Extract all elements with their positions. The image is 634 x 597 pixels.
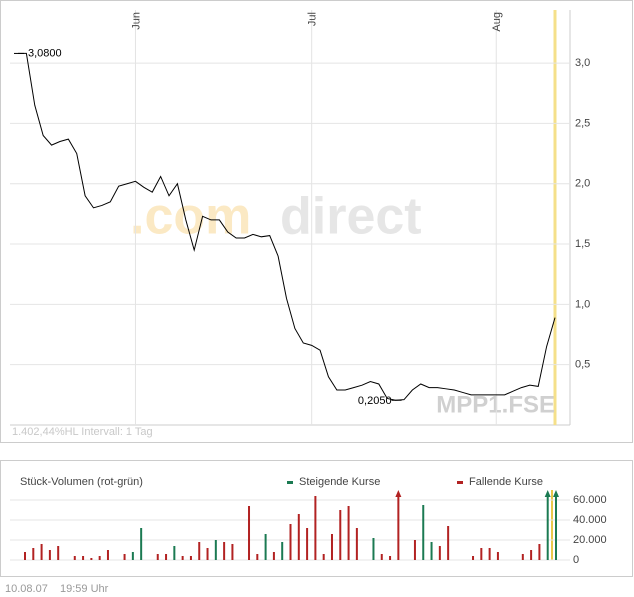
volume-bar — [372, 538, 375, 560]
volume-bar — [538, 544, 541, 560]
volume-title: Stück-Volumen (rot-grün) — [20, 476, 143, 488]
volume-bar — [131, 552, 134, 560]
volume-bar — [264, 534, 267, 560]
volume-bar — [555, 496, 557, 560]
volume-bar — [314, 496, 317, 560]
x-tick-label: Jun — [130, 12, 142, 30]
volume-bar — [530, 550, 533, 560]
y-tick-label: 1,5 — [575, 238, 590, 250]
y-tick-label: 2,0 — [575, 178, 590, 190]
volume-bar — [306, 528, 309, 560]
y-tick-label: 20.000 — [573, 534, 607, 546]
volume-bar — [24, 552, 26, 560]
volume-bar — [214, 540, 217, 560]
volume-bar — [48, 550, 51, 560]
volume-bar — [355, 528, 358, 560]
volume-bar — [297, 514, 300, 560]
volume-bar — [281, 542, 284, 560]
volume-bar — [40, 544, 43, 560]
value-label: 3,0800 — [28, 47, 62, 59]
x-tick-label: Aug — [491, 12, 503, 32]
symbol-watermark: MPP1.FSE — [436, 391, 555, 418]
volume-bar — [289, 524, 292, 560]
volume-bar — [438, 546, 441, 560]
volume-bar — [173, 546, 176, 560]
volume-panel — [0, 460, 633, 577]
volume-bar — [380, 554, 383, 560]
y-tick-label: 3,0 — [575, 57, 590, 69]
volume-bar — [181, 556, 184, 560]
volume-bar — [447, 526, 450, 560]
volume-bar — [90, 558, 93, 560]
volume-bar — [123, 554, 126, 560]
volume-bar — [339, 510, 342, 560]
volume-bar — [330, 534, 333, 560]
volume-bar — [521, 554, 524, 560]
y-tick-label: 40.000 — [573, 514, 607, 526]
footer-time: 19:59 Uhr — [60, 583, 109, 595]
volume-bar — [472, 556, 475, 560]
legend-swatch — [287, 481, 293, 484]
overflow-arrow — [553, 490, 559, 497]
overflow-arrow — [395, 490, 402, 497]
price-panel — [0, 0, 633, 443]
interval-info: 1.402,44%HL Intervall: 1 Tag — [12, 426, 153, 438]
y-tick-label: 0 — [573, 554, 579, 566]
legend-label: Fallende Kurse — [469, 476, 543, 488]
x-tick-label: Jul — [307, 12, 319, 26]
volume-bar — [32, 548, 35, 560]
volume-bar — [106, 550, 109, 560]
legend-swatch — [457, 481, 463, 484]
volume-bar — [422, 505, 425, 560]
volume-bar — [82, 556, 85, 560]
volume-bar — [98, 556, 101, 560]
volume-bar — [430, 542, 433, 560]
volume-bar — [189, 556, 192, 560]
watermark-direct: direct — [280, 188, 422, 246]
volume-bar — [248, 506, 251, 560]
volume-bar — [322, 554, 325, 560]
y-tick-label: 1,0 — [575, 298, 590, 310]
volume-bar — [165, 554, 168, 560]
volume-bar — [231, 544, 234, 560]
overflow-arrow — [544, 490, 551, 497]
volume-bar — [223, 542, 226, 560]
volume-bar — [397, 496, 400, 560]
y-tick-label: 2,5 — [575, 117, 590, 129]
price-line — [18, 52, 556, 401]
volume-bar — [73, 556, 76, 560]
value-label: 0,2050 — [358, 395, 392, 407]
volume-bar — [198, 542, 201, 560]
volume-bar — [496, 552, 499, 560]
volume-bar — [272, 552, 275, 560]
volume-bar — [488, 548, 491, 560]
volume-bar — [140, 528, 143, 560]
legend-label: Steigende Kurse — [299, 476, 380, 488]
volume-bar — [480, 548, 483, 560]
volume-bar — [389, 556, 392, 560]
volume-bar — [206, 548, 209, 560]
volume-bar — [57, 546, 60, 560]
volume-bar — [347, 506, 350, 560]
footer-date: 10.08.07 — [5, 583, 48, 595]
volume-bar — [546, 496, 549, 560]
y-tick-label: 0,5 — [575, 359, 590, 371]
volume-bar — [156, 554, 159, 560]
y-tick-label: 60.000 — [573, 494, 607, 506]
volume-bar — [256, 554, 259, 560]
volume-bar — [413, 540, 416, 560]
